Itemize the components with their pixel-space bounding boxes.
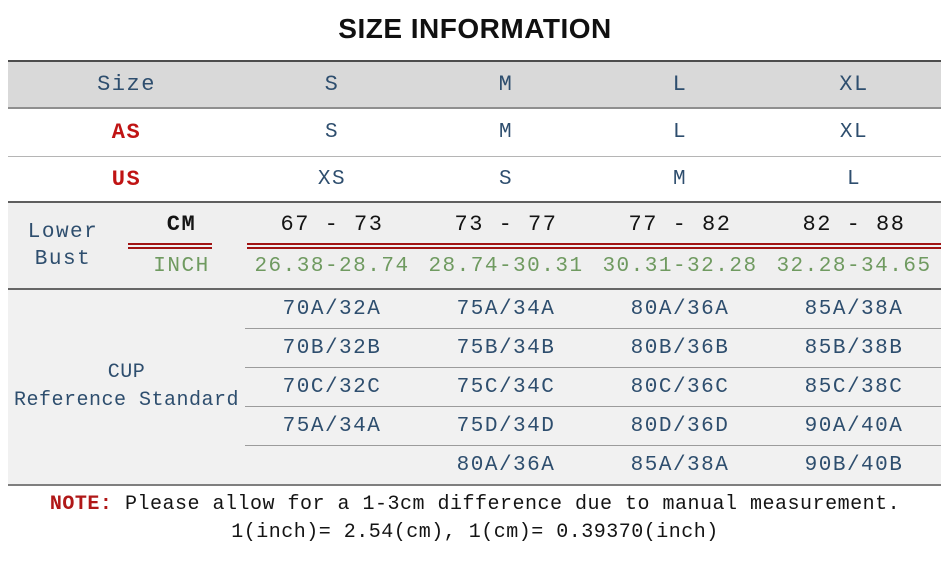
lower-bust-label-line2: Bust	[34, 247, 92, 271]
lower-bust-label: Lower Bust	[8, 203, 118, 288]
as-value-xl: XL	[839, 121, 869, 144]
us-value-l: M	[672, 167, 688, 191]
cup-row-b: 70B/32B 75B/34B 80B/36B 85B/38B	[245, 328, 941, 367]
cup-reference-label: CUP Reference Standard	[8, 290, 245, 484]
size-table: Size S M L XL AS S M L XL US XS S M L Lo…	[8, 60, 941, 486]
as-value-m: M	[498, 121, 514, 144]
cup-cell: 75C/34C	[456, 375, 556, 399]
as-size-row: AS S M L XL	[8, 109, 941, 157]
as-value-l: L	[672, 121, 688, 144]
inch-range-m: 28.74-30.31	[428, 255, 584, 278]
cup-cell: 80C/36C	[630, 375, 730, 399]
us-size-row: US XS S M L	[8, 157, 941, 203]
red-double-rule-cm-values	[247, 243, 941, 249]
note-body: Please allow for a 1-3cm difference due …	[124, 493, 901, 516]
cup-cell: 85C/38C	[804, 375, 904, 399]
cup-cell: 75A/34A	[456, 297, 556, 321]
cup-row-a: 70A/32A 75A/34A 80A/36A 85A/38A	[245, 290, 941, 328]
cup-cell: 85A/38A	[630, 453, 730, 477]
cup-cell: 70C/32C	[282, 375, 382, 399]
measurement-note: NOTE: Please allow for a 1-3cm differenc…	[0, 493, 950, 516]
lower-bust-values: CM 67 - 73 73 - 77 77 - 82 82 - 88 INCH …	[118, 203, 941, 288]
cup-row-c: 70C/32C 75C/34C 80C/36C 85C/38C	[245, 367, 941, 406]
cup-cell: 70B/32B	[282, 336, 382, 360]
cm-range-s: 67 - 73	[280, 211, 384, 237]
page-title: SIZE INFORMATION	[338, 13, 612, 44]
size-col-m: M	[498, 72, 514, 97]
cup-cell: 80D/36D	[630, 414, 730, 438]
size-col-l: L	[672, 72, 688, 97]
size-header-row: Size S M L XL	[8, 62, 941, 109]
inch-range-xl: 32.28-34.65	[776, 255, 932, 278]
cup-cell: 90A/40A	[804, 414, 904, 438]
cup-reference-section: CUP Reference Standard 70A/32A 75A/34A 8…	[8, 290, 941, 486]
cup-cell: 75D/34D	[456, 414, 556, 438]
us-value-m: S	[498, 167, 514, 191]
cup-cell: 80A/36A	[630, 297, 730, 321]
cup-cell: 80A/36A	[456, 453, 556, 477]
cup-cell	[245, 446, 419, 484]
cm-row-label: CM	[166, 211, 197, 237]
inch-row: INCH 26.38-28.74 28.74-30.31 30.31-32.28…	[118, 245, 941, 288]
cup-label-line1: CUP	[107, 361, 146, 384]
note-prefix: NOTE:	[49, 493, 113, 516]
lower-bust-label-line1: Lower	[27, 220, 99, 244]
cup-cell: 75B/34B	[456, 336, 556, 360]
size-col-s: S	[324, 72, 340, 97]
size-col-xl: XL	[839, 72, 869, 97]
cm-range-m: 73 - 77	[454, 211, 558, 237]
cup-cell: 90B/40B	[804, 453, 904, 477]
inch-row-label: INCH	[153, 255, 210, 278]
cup-cell: 85B/38B	[804, 336, 904, 360]
us-value-xl: L	[846, 167, 862, 191]
inch-range-s: 26.38-28.74	[254, 255, 410, 278]
cup-label-line2: Reference Standard	[13, 389, 240, 412]
cup-cell: 70A/32A	[282, 297, 382, 321]
us-row-label: US	[111, 166, 142, 192]
cup-cell: 75A/34A	[282, 414, 382, 438]
unit-conversion-note: 1(inch)= 2.54(cm), 1(cm)= 0.39370(inch)	[231, 521, 719, 544]
cm-row: CM 67 - 73 73 - 77 77 - 82 82 - 88	[118, 203, 941, 245]
as-row-label: AS	[111, 120, 142, 145]
red-double-rule-cm-label	[128, 243, 212, 249]
cup-cell: 80B/36B	[630, 336, 730, 360]
size-header-label: Size	[97, 72, 156, 97]
lower-bust-section: Lower Bust CM 67 - 73 73 - 77 77 - 82 82…	[8, 203, 941, 290]
cup-row-e: 80A/36A 85A/38A 90B/40B	[245, 445, 941, 484]
cm-range-l: 77 - 82	[628, 211, 732, 237]
inch-range-l: 30.31-32.28	[602, 255, 758, 278]
cup-cell: 85A/38A	[804, 297, 904, 321]
cup-row-d: 75A/34A 75D/34D 80D/36D 90A/40A	[245, 406, 941, 445]
cup-size-grid: 70A/32A 75A/34A 80A/36A 85A/38A 70B/32B …	[245, 290, 941, 484]
cm-range-xl: 82 - 88	[802, 211, 906, 237]
as-value-s: S	[324, 121, 340, 144]
us-value-s: XS	[317, 167, 347, 191]
